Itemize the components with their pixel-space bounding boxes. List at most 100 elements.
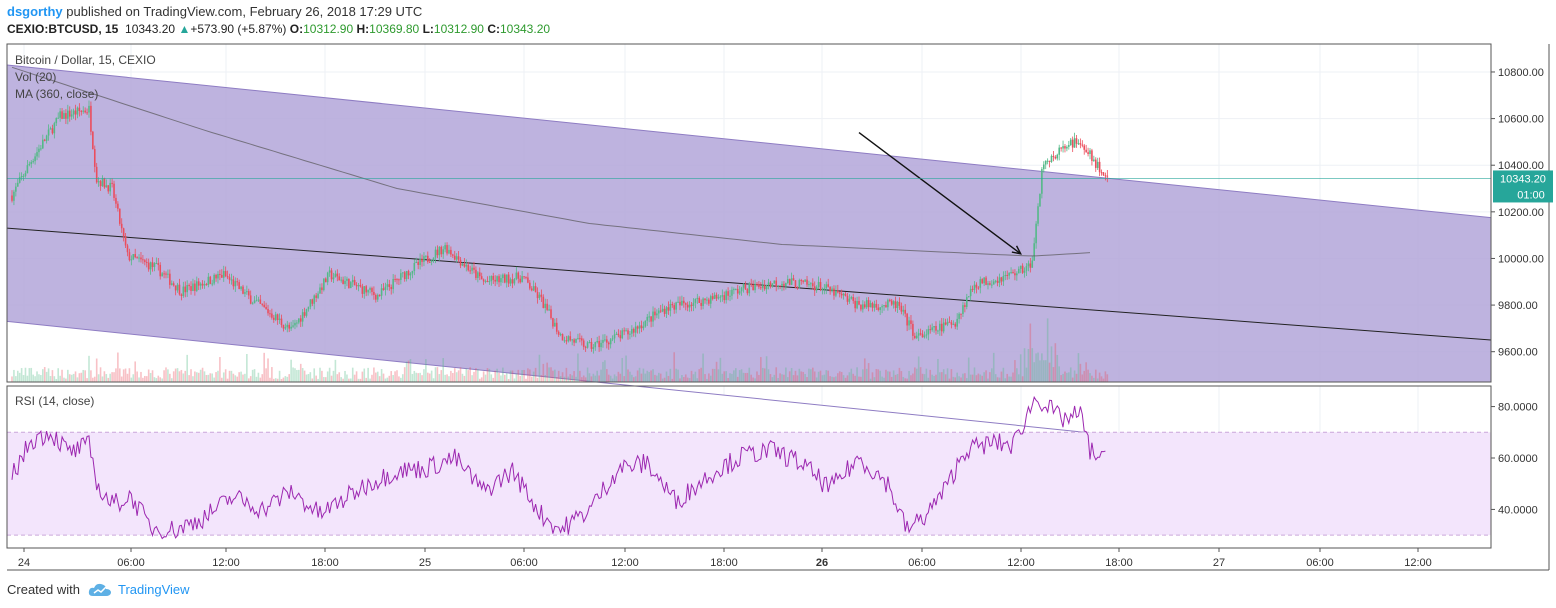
candle-body — [467, 264, 470, 271]
price-tick-label: 10200.00 — [1498, 207, 1544, 219]
volume-bar — [149, 372, 152, 382]
candle-body — [1021, 265, 1024, 273]
chart-canvas[interactable]: 9600.009800.0010000.0010200.0010400.0010… — [0, 40, 1556, 578]
candle-body — [975, 284, 978, 288]
volume-bar — [713, 368, 716, 382]
candle-body — [442, 249, 444, 255]
symbol-ohlc: CEXIO:BTCUSD, 15 10343.20 ▲+573.90 (+5.8… — [7, 22, 550, 36]
volume-bar — [555, 377, 558, 382]
candle-body — [13, 191, 15, 201]
time-tick-label: 12:00 — [1007, 557, 1035, 569]
candle-body — [675, 302, 677, 310]
candle-body — [550, 309, 552, 319]
volume-bar — [798, 368, 801, 382]
candle-body — [708, 299, 710, 304]
volume-bar — [194, 371, 196, 382]
candle-body — [846, 295, 849, 302]
volume-bar — [681, 375, 683, 382]
rsi-legend[interactable]: RSI (14, close) — [15, 394, 95, 408]
candle-body — [53, 123, 56, 134]
candle-body — [425, 255, 427, 257]
volume-bar — [105, 374, 108, 382]
volume-bar — [450, 370, 452, 382]
candle-body — [1004, 275, 1007, 277]
volume-bar — [744, 373, 747, 382]
volume-bar — [962, 373, 964, 382]
candle-body — [65, 113, 67, 119]
volume-bar — [126, 373, 129, 382]
volume-bar — [521, 370, 523, 382]
volume-bar — [663, 377, 666, 382]
candle-body — [342, 279, 344, 284]
candle-body — [159, 264, 162, 277]
volume-bar — [902, 376, 905, 382]
candle-body — [486, 280, 489, 282]
candle-body — [16, 182, 19, 187]
candle-body — [800, 280, 803, 282]
candle-body — [378, 294, 381, 296]
volume-bar — [230, 370, 233, 382]
candle-body — [336, 273, 339, 277]
volume-bar — [706, 378, 708, 382]
volume-bar — [906, 378, 908, 382]
rsi-tick-label: 80.0000 — [1498, 402, 1538, 414]
vol-legend[interactable]: Vol (20) — [15, 70, 57, 84]
volume-bar — [32, 374, 34, 382]
author-link[interactable]: dsgorthy — [7, 4, 63, 19]
candle-body — [996, 280, 999, 283]
candle-body — [1023, 270, 1026, 273]
candle-body — [388, 284, 391, 287]
volume-bar — [111, 372, 113, 382]
volume-bar — [336, 374, 339, 382]
volume-bar — [288, 374, 290, 382]
volume-bar — [38, 374, 40, 382]
candle-body — [119, 208, 121, 224]
ma-legend[interactable]: MA (360, close) — [15, 87, 99, 101]
volume-bar — [246, 354, 248, 382]
price-tick-label: 10400.00 — [1498, 160, 1544, 172]
volume-bar — [1054, 343, 1057, 382]
chart-title[interactable]: Bitcoin / Dollar, 15, CEXIO — [15, 53, 156, 67]
candle-body — [142, 259, 144, 261]
candle-body — [989, 283, 991, 285]
candle-body — [490, 275, 493, 282]
volume-bar — [1106, 374, 1109, 382]
volume-bar — [530, 376, 533, 382]
candle-body — [169, 273, 171, 285]
candle-body — [786, 279, 789, 284]
candle-body — [546, 303, 548, 310]
volume-bar — [1043, 360, 1045, 382]
volume-bar — [57, 368, 59, 382]
volume-bar — [398, 376, 400, 382]
tradingview-logo[interactable]: TradingView — [88, 582, 190, 597]
candle-body — [565, 340, 568, 342]
volume-bar — [1012, 372, 1014, 382]
volume-bar — [74, 371, 77, 382]
volume-bar — [1073, 370, 1076, 382]
candle-body — [1077, 143, 1080, 145]
candle-body — [892, 301, 895, 305]
volume-bar — [538, 354, 541, 382]
volume-bar — [967, 357, 970, 382]
candle-body — [542, 296, 545, 308]
volume-bar — [584, 377, 587, 382]
volume-bar — [991, 368, 993, 382]
candle-body — [827, 284, 829, 287]
candle-body — [548, 309, 550, 311]
volume-bar — [16, 370, 19, 382]
time-tick-label: 06:00 — [1306, 557, 1334, 569]
volume-bar — [656, 375, 658, 382]
candle-body — [619, 335, 622, 339]
volume-bar — [170, 378, 173, 382]
volume-bar — [794, 370, 797, 382]
candle-body — [461, 263, 464, 266]
up-triangle-icon: ▲ — [178, 22, 191, 36]
candle-body — [394, 278, 396, 280]
volume-bar — [138, 377, 140, 382]
volume-bar — [161, 378, 163, 382]
volume-bar — [731, 373, 733, 382]
candle-body — [43, 139, 46, 141]
volume-bar — [477, 369, 479, 382]
volume-bar — [964, 373, 966, 382]
volume-bar — [400, 377, 402, 382]
